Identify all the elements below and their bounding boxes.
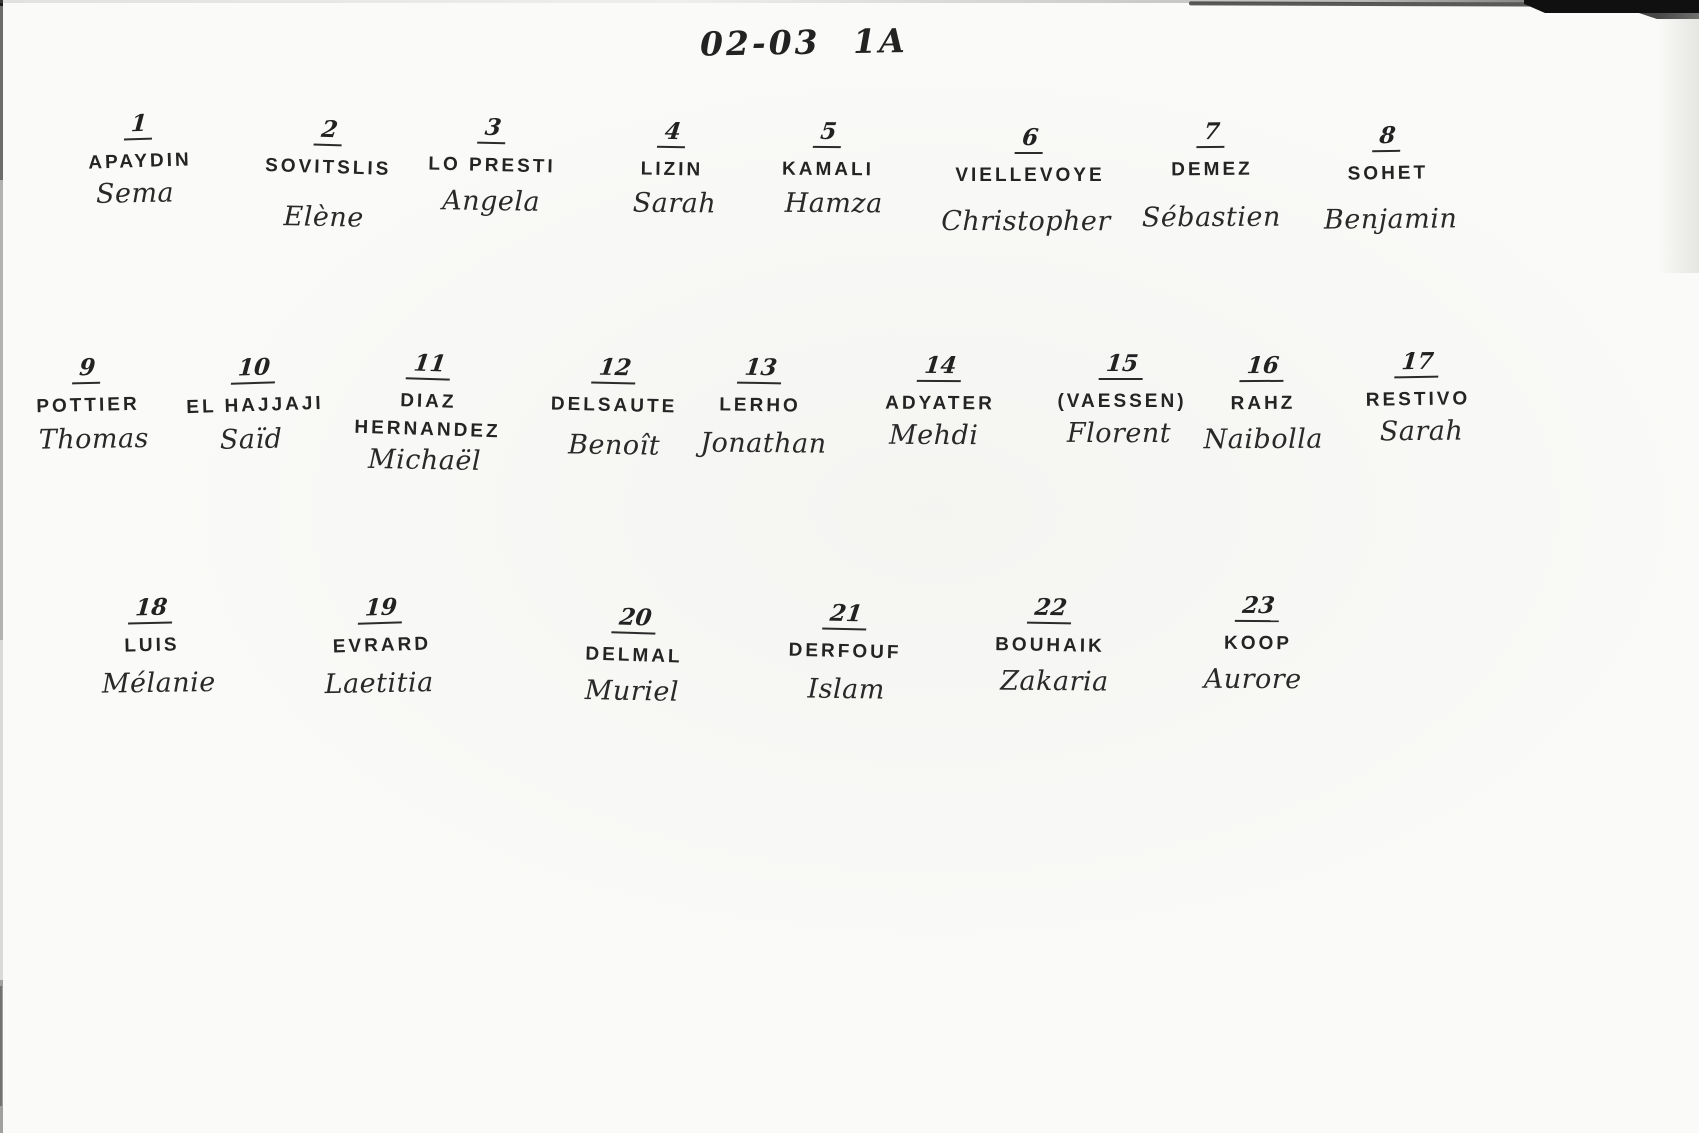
entry-surname: DELMAL	[585, 643, 683, 668]
entry-surname: EVRARD	[332, 633, 432, 658]
entry-number: 9	[72, 354, 103, 385]
entry-number: 7	[1196, 118, 1228, 149]
entry-number: 5	[812, 118, 844, 149]
entry-number: 13	[736, 354, 785, 385]
entry-given-name: Laetitia	[324, 666, 434, 700]
roster-entry: 6 VIELLEVOYE Christopher	[910, 124, 1150, 237]
entry-number: 16	[1239, 352, 1287, 383]
entry-number: 11	[405, 350, 454, 381]
entry-number: 21	[822, 600, 870, 631]
scan-edge-top	[0, 0, 1699, 3]
roster-entry: 17 RESTIVO Sarah	[1297, 348, 1538, 448]
roster-entry: 18 LUIS Mélanie	[31, 593, 273, 701]
entry-number: 23	[1234, 592, 1282, 623]
roster-entry: 8 SOHET Benjamin	[1267, 122, 1509, 236]
entry-given-name: Christopher	[941, 205, 1111, 237]
entry-given-name: Mélanie	[101, 666, 216, 700]
entry-given-name: Muriel	[584, 674, 680, 708]
entry-surname: (VAESSEN)	[1057, 391, 1187, 412]
entry-number: 1	[123, 110, 154, 141]
entry-number: 15	[1098, 350, 1146, 380]
entry-number: 19	[357, 593, 404, 625]
roster-entry: 23 KOOP Aurore	[1138, 592, 1379, 695]
entry-number: 8	[1372, 122, 1403, 153]
roster-entry: 19 EVRARD Laetitia	[260, 592, 503, 702]
entry-given-name: Sarah	[1379, 415, 1464, 447]
entry-number: 6	[1014, 124, 1046, 154]
entry-surname: RESTIVO	[1365, 388, 1471, 411]
entry-surname: VIELLEVOYE	[955, 165, 1105, 186]
entry-given-name: Aurore	[1203, 663, 1302, 695]
entry-surname: KOOP	[1223, 632, 1293, 655]
scan-edge-bottom-left	[0, 986, 2, 1106]
entry-surname: SOHET	[1347, 162, 1429, 185]
entry-number: 3	[477, 114, 509, 145]
entry-number: 12	[591, 354, 639, 385]
entry-number: 10	[230, 353, 277, 385]
entry-surname: BOUHAIK	[995, 634, 1105, 657]
scan-corner-artifact	[1524, 0, 1699, 13]
entry-given-name: Benjamin	[1323, 202, 1458, 236]
entry-given-name: Florent	[1066, 417, 1172, 449]
scan-edge-right-shade	[1657, 13, 1699, 273]
entry-number: 2	[313, 116, 346, 147]
entry-number: 20	[611, 604, 660, 635]
entry-number: 22	[1026, 594, 1075, 625]
page-title: 02-03 1A	[699, 20, 908, 64]
roster-entry: 15 (VAESSEN) Florent	[1002, 350, 1242, 449]
entry-number: 18	[127, 594, 175, 625]
entry-number: 4	[656, 118, 689, 149]
scan-corner-artifact-2	[1639, 13, 1699, 19]
entry-number: 14	[916, 352, 964, 383]
roster-entry: 20 DELMAL Muriel	[512, 602, 755, 710]
scan-edge-left	[0, 0, 3, 1133]
entry-surname: LUIS	[124, 634, 180, 657]
entry-number: 17	[1394, 348, 1441, 379]
